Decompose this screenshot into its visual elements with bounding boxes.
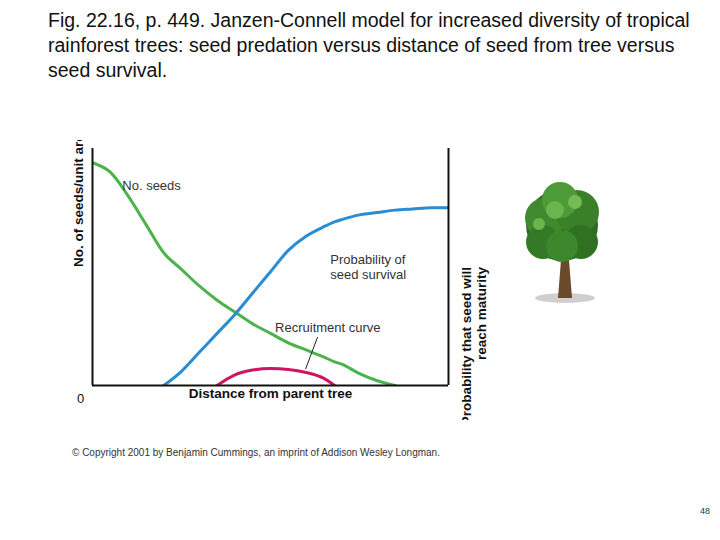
svg-text:No. seeds: No. seeds (122, 178, 181, 193)
svg-text:No. of seeds/unit area: No. of seeds/unit area (71, 140, 86, 267)
svg-text:Distance from parent tree: Distance from parent tree (189, 386, 353, 401)
html-text:© Copyright 2001 by Benjamin C: © Copyright 2001 by Benjamin Cummings, a… (72, 447, 440, 458)
svg-text:Recruitment curve: Recruitment curve (275, 320, 380, 335)
svg-text:0: 0 (77, 391, 84, 406)
html-text:Fig. 22.16, p. 449. Janzen-Con: Fig. 22.16, p. 449. Janzen-Connell model… (48, 9, 690, 81)
svg-text:Probability ofseed survival: Probability ofseed survival (330, 252, 406, 283)
html-text:48: 48 (700, 506, 710, 516)
svg-text:Probability that seed willreac: Probability that seed willreach maturity (459, 267, 489, 420)
